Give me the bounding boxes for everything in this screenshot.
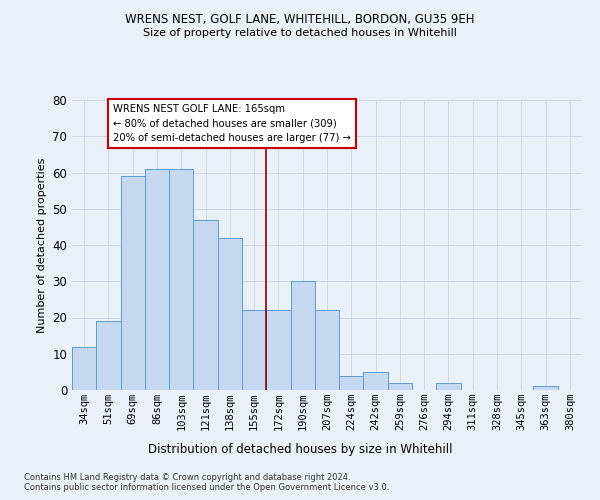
Bar: [218, 238, 242, 390]
Y-axis label: Number of detached properties: Number of detached properties: [37, 158, 47, 332]
Bar: [364, 372, 388, 390]
Bar: [436, 383, 461, 390]
Bar: [193, 220, 218, 390]
Bar: [96, 321, 121, 390]
Bar: [290, 281, 315, 390]
Text: Contains public sector information licensed under the Open Government Licence v3: Contains public sector information licen…: [24, 484, 389, 492]
Bar: [315, 310, 339, 390]
Text: WRENS NEST, GOLF LANE, WHITEHILL, BORDON, GU35 9EH: WRENS NEST, GOLF LANE, WHITEHILL, BORDON…: [125, 12, 475, 26]
Bar: [145, 169, 169, 390]
Text: WRENS NEST GOLF LANE: 165sqm
← 80% of detached houses are smaller (309)
20% of s: WRENS NEST GOLF LANE: 165sqm ← 80% of de…: [113, 104, 351, 143]
Bar: [242, 310, 266, 390]
Bar: [339, 376, 364, 390]
Bar: [388, 383, 412, 390]
Bar: [533, 386, 558, 390]
Bar: [169, 169, 193, 390]
Text: Distribution of detached houses by size in Whitehill: Distribution of detached houses by size …: [148, 442, 452, 456]
Bar: [266, 310, 290, 390]
Bar: [72, 346, 96, 390]
Text: Contains HM Land Registry data © Crown copyright and database right 2024.: Contains HM Land Registry data © Crown c…: [24, 472, 350, 482]
Bar: [121, 176, 145, 390]
Text: Size of property relative to detached houses in Whitehill: Size of property relative to detached ho…: [143, 28, 457, 38]
